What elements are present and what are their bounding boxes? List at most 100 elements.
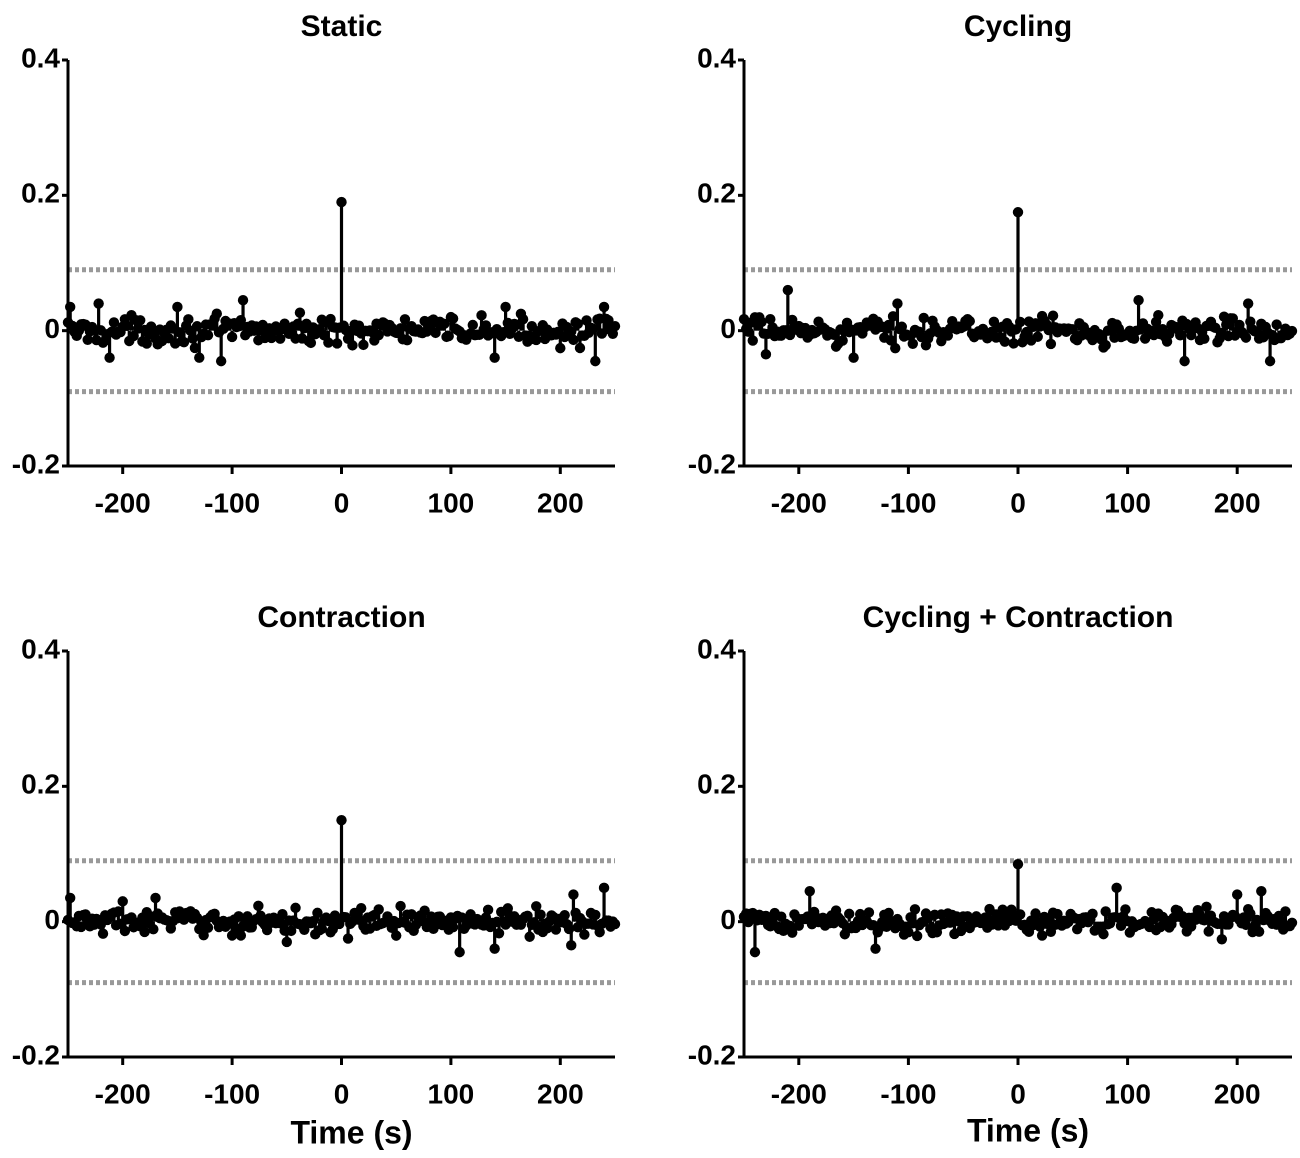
panel-cycling-contraction: Cycling + Contraction -0.2 0 0.2 0.4 -200 -100… [688, 601, 1298, 1148]
stem-marker [1253, 926, 1265, 937]
x-tick-label: 200 [537, 487, 584, 518]
stem-series [62, 814, 621, 958]
stem-marker [108, 317, 120, 328]
stem-marker [117, 896, 128, 907]
stem-marker [1098, 928, 1109, 940]
stem-marker [253, 900, 264, 912]
stem-marker [275, 333, 286, 344]
x-axis-label: Time (s) [290, 1114, 412, 1150]
stem-marker [579, 929, 590, 940]
x-tick-label: 100 [428, 487, 475, 518]
stem-marker [1052, 908, 1063, 920]
stem-marker [401, 334, 413, 346]
stem-marker [305, 337, 317, 349]
stem-marker [609, 320, 621, 332]
stem-marker [559, 909, 570, 921]
stem-marker [391, 930, 402, 941]
stem-marker [476, 310, 487, 321]
stem-marker [1100, 340, 1111, 351]
x-tick-label: 100 [1104, 487, 1151, 518]
stem-marker [555, 342, 566, 354]
y-tick-label: -0.2 [12, 1039, 60, 1070]
stem-marker [1175, 330, 1186, 341]
stem-marker [183, 314, 194, 325]
stem-marker [918, 312, 929, 324]
stem-marker [531, 334, 542, 346]
stem-marker [135, 315, 146, 326]
stem-marker [202, 922, 214, 933]
stem-marker [566, 326, 577, 337]
stem-marker [64, 892, 76, 904]
panel-contraction: Contraction -0.2 0 0.2 0.4 -200 -100 0 100 200 Tim… [12, 601, 621, 1150]
stem-marker [594, 926, 605, 938]
stem-marker [587, 323, 599, 334]
x-tick-label: -200 [771, 1078, 827, 1109]
stem-marker [1242, 298, 1254, 309]
stem-marker [373, 329, 384, 341]
stem-marker [979, 912, 991, 923]
stem-marker [1087, 908, 1098, 920]
stem-marker [907, 338, 918, 349]
y-tick-label: 0 [720, 904, 736, 935]
stem-marker [1240, 332, 1252, 343]
stem-marker [226, 331, 238, 343]
stem-marker [837, 335, 848, 346]
peak-marker [336, 814, 347, 826]
stem-marker [202, 329, 214, 341]
stem-marker [1240, 919, 1252, 931]
panel-title: Static [301, 10, 383, 43]
x-tick-label: -100 [880, 487, 936, 518]
stem-marker [325, 313, 336, 325]
stem-marker [194, 352, 205, 363]
stem-marker [235, 314, 247, 326]
stem-marker [566, 940, 577, 951]
stem-marker [1014, 909, 1026, 920]
stem-marker [430, 327, 441, 339]
stem-marker [119, 925, 131, 937]
stem-marker [568, 334, 579, 346]
peak-marker [1012, 207, 1024, 218]
stem-marker [178, 336, 190, 348]
stem-series [738, 207, 1298, 367]
stem-marker [1047, 310, 1059, 321]
stem-marker [482, 904, 494, 916]
stem-marker [909, 904, 921, 915]
stem-marker [148, 924, 159, 935]
stem-marker [765, 314, 776, 325]
stem-marker [447, 921, 459, 933]
stem-marker [172, 301, 183, 313]
stem-marker [93, 298, 104, 309]
x-tick-label: -100 [204, 487, 260, 518]
stem-marker [609, 918, 621, 930]
y-tick-label: -0.2 [688, 1039, 736, 1070]
stem-marker [522, 910, 533, 922]
y-tick-label: 0.2 [21, 178, 60, 209]
stem-marker [590, 355, 601, 367]
stem-marker [1032, 331, 1043, 342]
y-tick-label: -0.2 [12, 448, 60, 479]
stem-marker [373, 904, 384, 915]
x-tick-label: 0 [1010, 487, 1026, 518]
stem-marker [355, 902, 367, 914]
y-tick-label: 0.4 [697, 633, 736, 664]
stem-marker [211, 308, 222, 319]
y-tick-label: 0.2 [21, 769, 60, 800]
stem-marker [596, 328, 608, 339]
x-tick-label: 100 [1104, 1078, 1151, 1109]
stem-marker [500, 301, 511, 313]
stem-marker [1036, 930, 1048, 941]
stem-marker [848, 352, 859, 363]
stem-marker [844, 908, 855, 920]
stem-marker [1232, 889, 1243, 900]
stem-marker [903, 926, 914, 938]
stem-marker [294, 307, 306, 318]
stem-marker [215, 355, 227, 367]
stem-marker [1128, 333, 1140, 344]
stem-marker [787, 927, 798, 938]
peak-marker [1012, 858, 1024, 870]
stem-marker [443, 330, 454, 342]
y-tick-label: 0.2 [697, 178, 736, 209]
stem-marker [307, 915, 319, 927]
stem-marker [342, 933, 354, 944]
